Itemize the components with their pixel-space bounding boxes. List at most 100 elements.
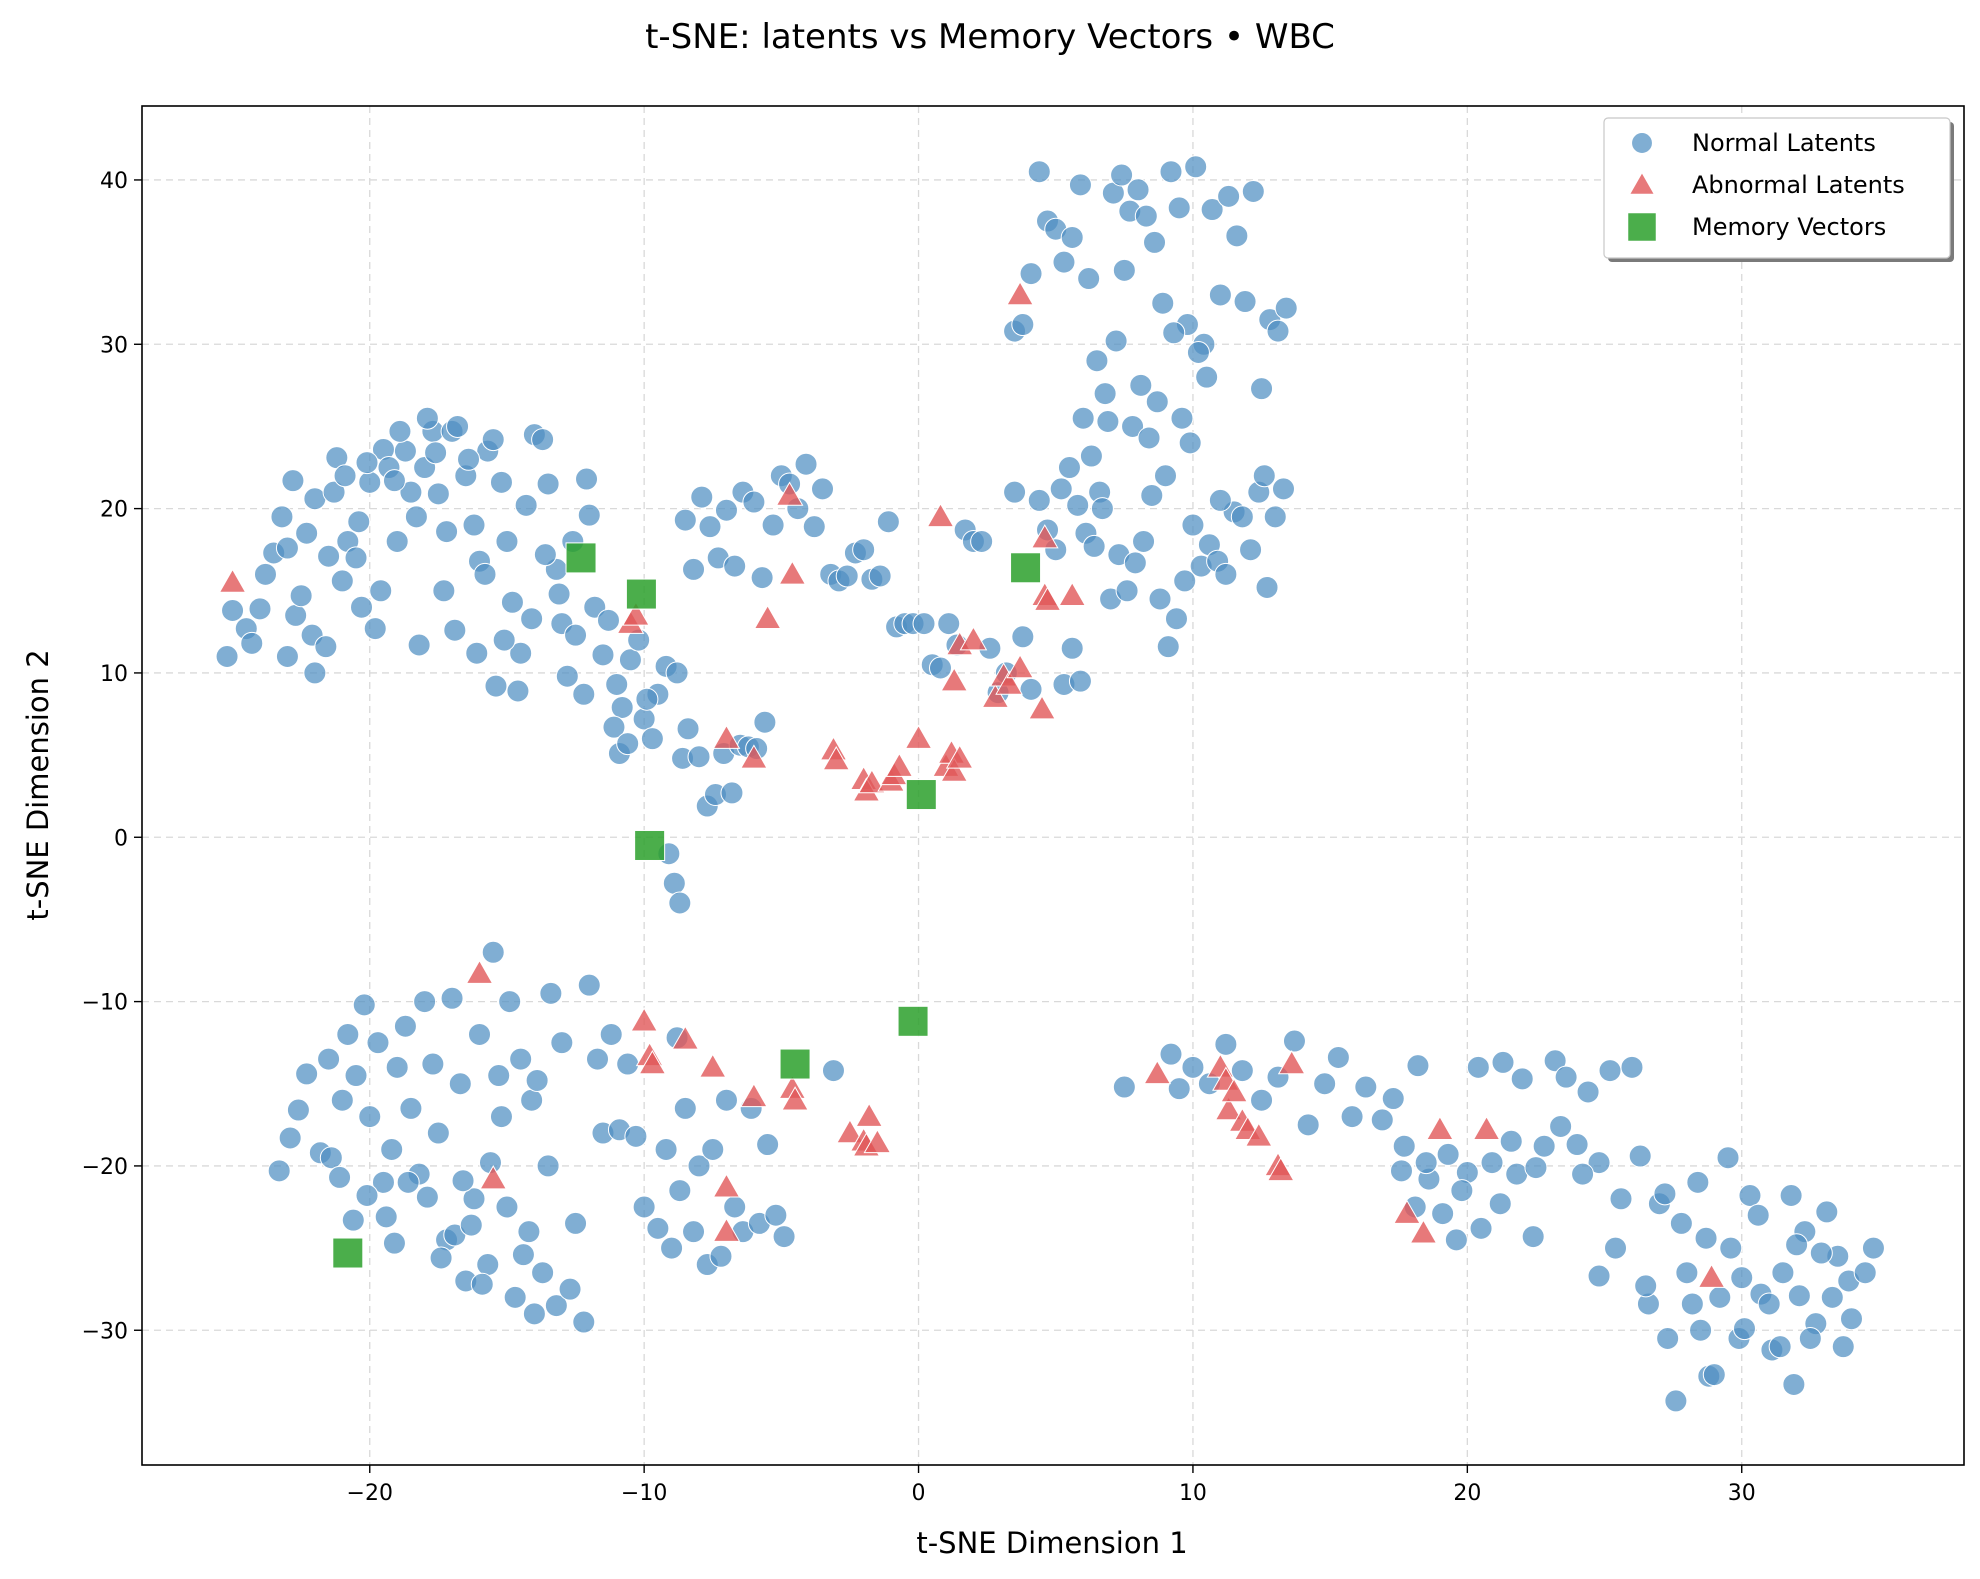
normal-latent-point	[435, 520, 459, 544]
normal-latent-point	[1620, 1055, 1644, 1079]
normal-latent-point	[240, 631, 264, 655]
normal-latent-point	[1060, 636, 1084, 660]
normal-latent-point	[547, 582, 571, 606]
normal-latent-point	[1110, 163, 1134, 187]
normal-latent-point	[1571, 1162, 1595, 1186]
normal-latent-point	[522, 1302, 546, 1326]
normal-latent-point	[1077, 267, 1101, 291]
normal-latent-point	[1266, 319, 1290, 343]
abnormal-latent-point	[622, 601, 650, 626]
abnormal-latent-point	[479, 1165, 508, 1190]
normal-latent-point	[714, 498, 738, 522]
normal-latent-point	[1156, 635, 1180, 659]
normal-latent-point	[506, 679, 530, 703]
memory-vector-point	[897, 1005, 929, 1037]
normal-latent-point	[605, 672, 629, 696]
normal-latent-point	[1112, 258, 1136, 282]
abnormal-latent-point	[775, 481, 804, 506]
normal-latent-point	[1195, 365, 1219, 389]
x-axis-ticks: −20 −10 0 10 20 30	[347, 1465, 1756, 1506]
normal-latent-point	[575, 467, 599, 491]
normal-latent-point	[1140, 483, 1164, 507]
normal-latent-point	[281, 469, 305, 493]
normal-latent-point	[544, 1294, 568, 1318]
normal-latent-point	[1104, 329, 1128, 353]
normal-latent-point	[539, 981, 563, 1005]
abnormal-latent-point	[1697, 1263, 1726, 1288]
normal-latent-point	[1389, 1159, 1413, 1183]
normal-latent-point	[616, 1052, 640, 1076]
normal-latent-point	[682, 557, 706, 581]
normal-latent-point	[928, 656, 952, 680]
normal-latent-point	[319, 1146, 343, 1170]
normal-latent-point	[912, 612, 936, 636]
normal-latent-point	[1554, 1065, 1578, 1089]
x-tick-label: 30	[1728, 1481, 1756, 1506]
normal-latent-point	[404, 505, 428, 529]
normal-latent-point	[640, 727, 664, 751]
normal-latent-point	[457, 447, 481, 471]
abnormal-latent-point	[1028, 695, 1056, 720]
normal-latent-point	[1027, 488, 1051, 512]
normal-latent-point	[476, 1253, 500, 1277]
normal-latent-point	[468, 1022, 492, 1046]
normal-latent-point	[937, 612, 961, 636]
normal-latent-point	[509, 641, 533, 665]
y-tick-label: 0	[114, 826, 128, 851]
y-axis-label: t-SNE Dimension 2	[21, 649, 55, 920]
legend-abnormal-latent-marker	[1628, 171, 1656, 195]
abnormal-latent-point	[1220, 1077, 1248, 1103]
normal-latent-point	[811, 477, 835, 501]
normal-latent-point	[1716, 1146, 1740, 1170]
normal-latent-point	[1225, 224, 1249, 248]
normal-latent-point	[426, 1121, 450, 1145]
normal-latent-point	[355, 1184, 379, 1208]
normal-latent-point	[1532, 1134, 1556, 1158]
normal-latent-point	[371, 1170, 395, 1194]
normal-latent-point	[564, 623, 588, 647]
normal-latent-point	[1787, 1284, 1811, 1308]
y-axis-ticks: −30 −20 −10 0 10 20 30 40	[82, 169, 142, 1344]
normal-latent-point	[366, 1031, 390, 1055]
normal-latent-point	[328, 1165, 352, 1189]
normal-latent-point	[248, 597, 272, 621]
normal-latent-point	[314, 635, 338, 659]
y-tick-label: 40	[100, 169, 128, 194]
normal-latent-point	[577, 503, 601, 527]
normal-latent-point	[1689, 1318, 1713, 1342]
normal-latent-point	[1549, 1114, 1573, 1138]
abnormal-latent-point	[671, 1025, 700, 1050]
normal-latent-point	[446, 414, 470, 438]
normal-latent-point	[821, 1059, 845, 1083]
abnormal-latent-point	[465, 959, 494, 984]
normal-latent-point	[1271, 477, 1295, 501]
normal-latent-point	[550, 1031, 574, 1055]
abnormal-latent-point	[698, 1053, 727, 1078]
normal-latent-point	[440, 986, 464, 1010]
normal-latent-point	[742, 490, 766, 514]
normal-latent-point	[531, 428, 555, 452]
normal-latent-point	[1214, 562, 1238, 586]
normal-latent-point	[1214, 1032, 1238, 1056]
normal-latent-point	[1090, 497, 1114, 521]
normal-latent-point	[1250, 1088, 1274, 1112]
abnormal-latent-point	[638, 1050, 667, 1075]
normal-latent-point	[1664, 1389, 1688, 1413]
normal-latent-point	[1129, 373, 1153, 397]
normal-latent-point	[714, 1088, 738, 1112]
normal-latent-point	[1178, 431, 1202, 455]
normal-latent-point	[1510, 1067, 1534, 1091]
normal-latent-point	[333, 464, 357, 488]
normal-latent-point	[1068, 173, 1092, 197]
data-points	[215, 155, 1885, 1413]
legend-normal-latent-marker	[1631, 132, 1653, 154]
abnormal-latent-point	[1409, 1219, 1438, 1244]
normal-latent-point	[1019, 677, 1043, 701]
normal-latent-point	[668, 1179, 692, 1203]
normal-latent-point	[646, 1216, 670, 1240]
normal-latent-point	[1112, 1075, 1136, 1099]
normal-latent-point	[632, 707, 656, 731]
normal-latent-point	[720, 781, 744, 805]
normal-latent-point	[1820, 1285, 1844, 1309]
